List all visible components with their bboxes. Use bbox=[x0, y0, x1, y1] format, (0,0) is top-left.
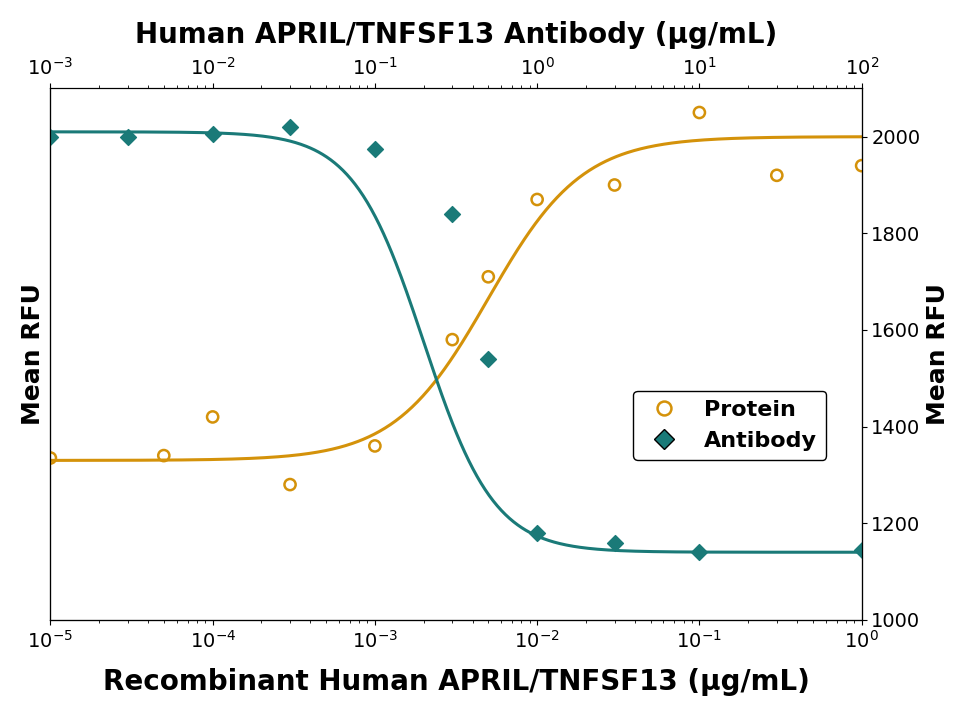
Point bbox=[43, 452, 58, 464]
Point bbox=[481, 271, 496, 282]
Point bbox=[769, 170, 785, 181]
X-axis label: Human APRIL/TNFSF13 Antibody (μg/mL): Human APRIL/TNFSF13 Antibody (μg/mL) bbox=[135, 21, 777, 49]
Point bbox=[120, 131, 136, 143]
X-axis label: Recombinant Human APRIL/TNFSF13 (μg/mL): Recombinant Human APRIL/TNFSF13 (μg/mL) bbox=[103, 668, 810, 696]
Point bbox=[607, 179, 622, 191]
Point bbox=[283, 121, 298, 133]
Point bbox=[691, 107, 707, 118]
Point bbox=[283, 479, 298, 490]
Point bbox=[445, 208, 460, 219]
Point bbox=[205, 411, 220, 422]
Point bbox=[607, 537, 622, 549]
Point bbox=[205, 128, 220, 140]
Y-axis label: Mean RFU: Mean RFU bbox=[20, 283, 45, 425]
Point bbox=[529, 194, 545, 205]
Point bbox=[445, 334, 460, 346]
Y-axis label: Mean RFU: Mean RFU bbox=[926, 283, 951, 425]
Point bbox=[43, 131, 58, 143]
Point bbox=[367, 143, 383, 154]
Point bbox=[156, 450, 172, 461]
Point bbox=[367, 440, 383, 452]
Point bbox=[854, 160, 869, 171]
Point bbox=[854, 544, 869, 556]
Legend: Protein, Antibody: Protein, Antibody bbox=[633, 391, 826, 460]
Point bbox=[691, 546, 707, 558]
Point bbox=[481, 353, 496, 365]
Point bbox=[529, 527, 545, 538]
